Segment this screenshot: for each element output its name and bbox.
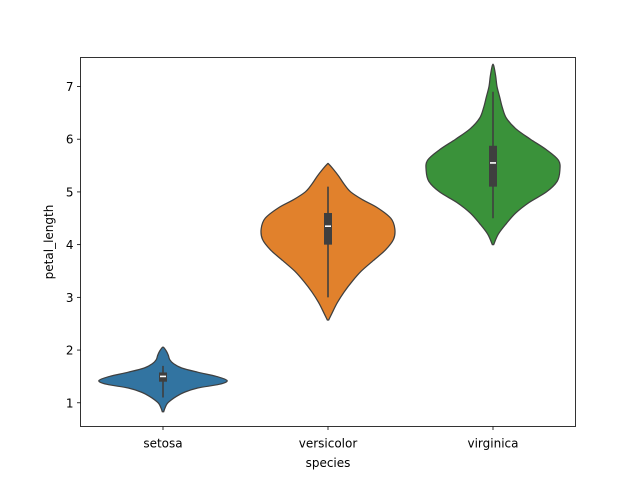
violin-iqr-box-virginica [489,145,497,187]
y-tick-label: 5 [66,185,74,199]
x-tick-label-setosa: setosa [143,437,182,451]
violin-layer [98,63,561,413]
y-tick-label: 1 [66,396,74,410]
x-axis-ticks: setosa versicolor virginica [143,426,519,451]
y-tick-label: 4 [66,238,74,252]
x-tick-label-versicolor: versicolor [299,437,358,451]
y-axis-title: petal_length [42,205,56,280]
plot-frame [80,57,576,427]
y-tick-label: 6 [66,133,74,147]
violin-setosa [98,346,228,413]
y-tick-label: 2 [66,344,74,358]
y-tick-label: 3 [66,291,74,305]
x-tick-label-virginica: virginica [468,437,519,451]
y-axis-ticks: 1 2 3 4 5 6 7 [66,80,81,410]
x-axis-title: species [306,456,351,470]
violin-versicolor [260,162,396,321]
y-tick-label: 7 [66,80,74,94]
violin-virginica [425,63,561,246]
violin-iqr-box-versicolor [324,213,332,245]
